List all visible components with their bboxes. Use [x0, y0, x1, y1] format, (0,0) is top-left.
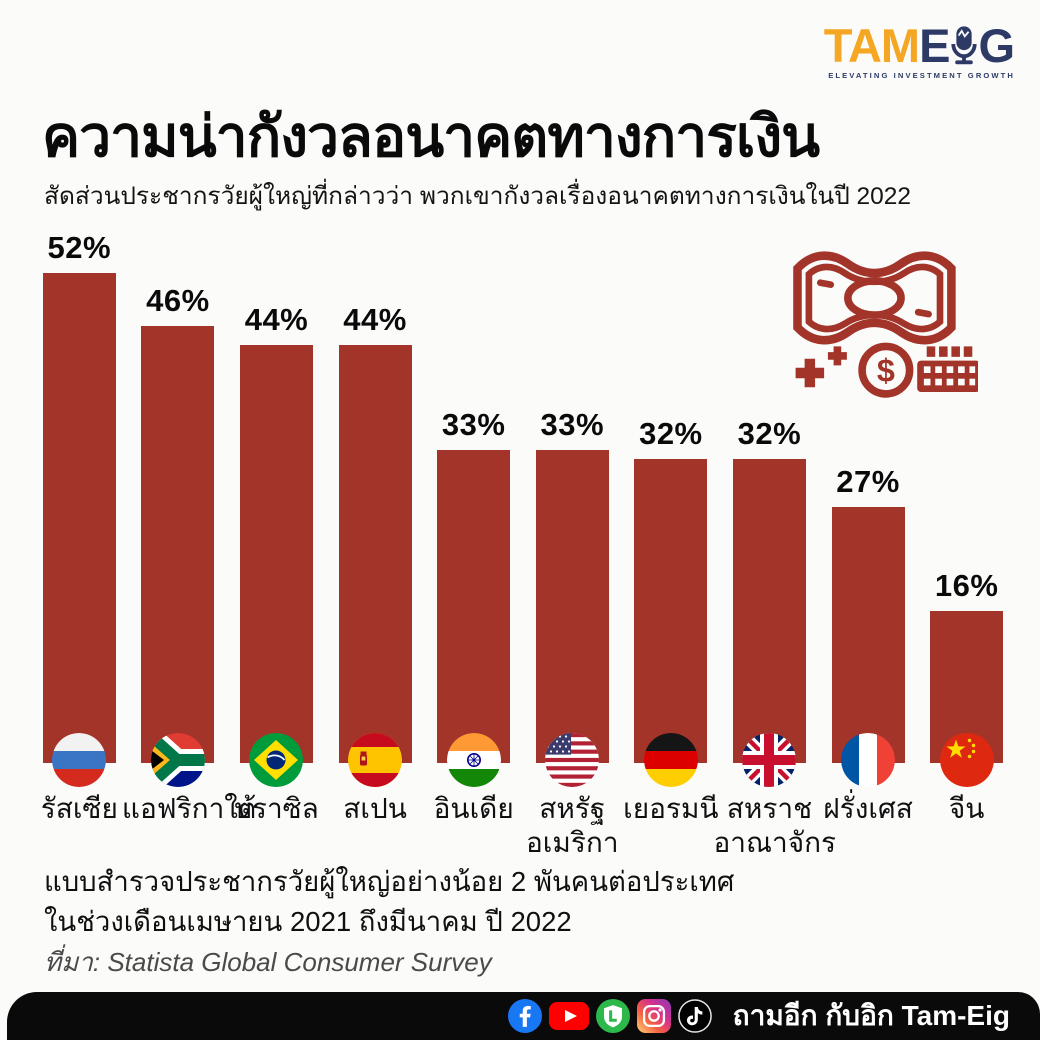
bottom-bar-text: ถามอีก กับอิก Tam-Eig: [732, 1000, 1010, 1031]
bar-usa: [535, 449, 609, 763]
bar-spain: [338, 345, 412, 763]
bar-value-label: 32%: [737, 416, 802, 451]
survey-note-line2: ในช่วงเดือนเมษายน 2021 ถึงมีนาคม ปี 2022: [44, 906, 572, 937]
country-label-russia: รัสเซีย: [40, 793, 118, 824]
country-label-china: จีน: [948, 793, 985, 824]
flag-brazil-icon: [249, 733, 304, 787]
country-label-usa: สหรัฐ อเมริกา: [525, 793, 619, 859]
country-label-spain: สเปน: [343, 793, 407, 824]
bar-uk: [732, 459, 806, 763]
bar-value-label: 44%: [343, 302, 407, 337]
flag-south-africa-icon: [150, 733, 205, 787]
bar-value-label: 33%: [540, 406, 605, 442]
bar-group-brazil: 44% บราซิล: [227, 230, 326, 824]
flag-uk-icon: [742, 733, 797, 787]
bar-russia: [42, 273, 116, 763]
bar-group-france: 27% ฝรั่งเศส: [819, 230, 918, 825]
bar-group-india: 33% อินเดีย: [424, 230, 523, 825]
page-title: ความน่ากังวลอนาคตทางการเงิน: [42, 105, 820, 169]
logo-text-g: G: [978, 19, 1015, 72]
logo-text-e: E: [919, 19, 951, 72]
flag-russia-icon: [52, 733, 107, 787]
bar-value-label: 52%: [47, 230, 112, 265]
flag-germany-icon: [643, 733, 698, 787]
bar-chart: 52% รัสเซีย 46%: [30, 230, 1016, 859]
bar-value-label: 46%: [146, 283, 210, 318]
facebook-icon: [507, 999, 542, 1033]
flag-india-icon: [446, 733, 501, 787]
source-credit: ที่มา: Statista Global Consumer Survey: [44, 947, 492, 977]
country-label-brazil: บราซิล: [234, 793, 319, 824]
blockdit-icon: [595, 999, 630, 1033]
youtube-icon: [548, 1002, 589, 1030]
instagram-icon: [636, 999, 671, 1033]
bar-france: [831, 506, 905, 763]
bar-group-south-africa: 46% แอฟริกาใต้: [122, 230, 256, 824]
svg-text:$: $: [877, 353, 895, 389]
bar-value-label: 44%: [244, 302, 309, 337]
bar-value-label: 16%: [934, 568, 999, 603]
flag-china-icon: [939, 733, 994, 787]
bar-group-uk: 32% สหราช อาณาจักร: [713, 230, 836, 858]
bar-group-usa: 33%: [523, 230, 622, 859]
tam-eig-logo: TAM E G ELEVATING INVESTMENT GROWTH: [824, 22, 1015, 80]
logo-tagline: ELEVATING INVESTMENT GROWTH: [828, 71, 1015, 80]
bar-group-china: 16% จีน: [917, 230, 1016, 824]
country-label-uk: สหราช อาณาจักร: [713, 793, 837, 859]
country-label-south-africa: แอฟริกาใต้: [121, 793, 257, 824]
bar-value-label: 27%: [836, 463, 900, 499]
bar-group-russia: 52% รัสเซีย: [30, 230, 129, 824]
bar-south-africa: [141, 326, 215, 763]
bar-value-label: 32%: [639, 416, 703, 451]
flag-france-icon: [841, 733, 896, 787]
money-banknote-coin-keyboard-icon: $: [793, 251, 978, 398]
bar-group-germany: 32% เยอรมนี: [622, 230, 721, 824]
tiktok-icon: [677, 999, 712, 1033]
bottom-social-bar: ถามอีก กับอิก Tam-Eig: [7, 992, 1040, 1040]
flag-usa-icon: [545, 733, 600, 787]
microphone-icon: [951, 26, 978, 65]
survey-note-line1: แบบสำรวจประชากรวัยผู้ใหญ่อย่างน้อย 2 พัน…: [44, 866, 735, 897]
bar-germany: [634, 459, 708, 763]
flag-spain-icon: [348, 733, 403, 787]
logo-text-tam: TAM: [823, 19, 920, 72]
bar-india: [437, 449, 511, 763]
bar-brazil: [239, 345, 313, 763]
country-label-india: อินเดีย: [433, 793, 514, 824]
page-subtitle: สัดส่วนประชากรวัยผู้ใหญ่ที่กล่าวว่า พวกเ…: [44, 183, 912, 210]
country-label-france: ฝรั่งเศส: [823, 793, 913, 824]
bar-group-spain: 44% สเปน: [326, 230, 425, 824]
country-label-germany: เยอรมนี: [623, 793, 719, 824]
bar-value-label: 33%: [441, 406, 506, 442]
